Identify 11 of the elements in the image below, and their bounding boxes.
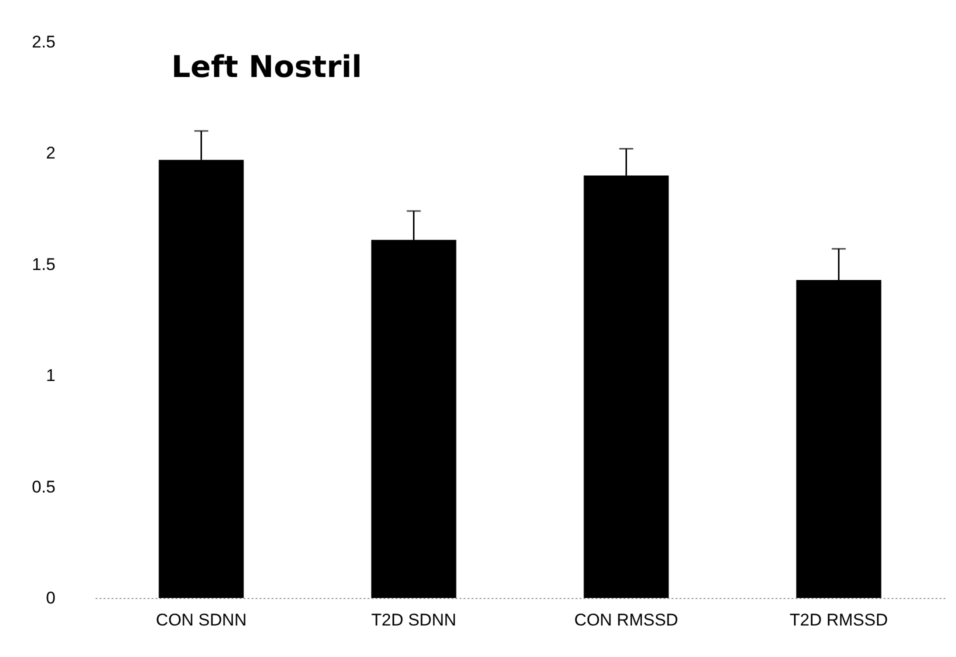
x-tick-label: CON RMSSD — [574, 610, 678, 630]
chart-title: Left Nostril — [171, 50, 362, 85]
y-tick-label: 1 — [46, 366, 56, 386]
y-tick-label: 1.5 — [32, 254, 56, 274]
y-tick-label: 2.5 — [32, 32, 56, 52]
x-tick-label: T2D SDNN — [371, 610, 456, 630]
y-tick-label: 0.5 — [32, 477, 56, 496]
y-tick-label: 0 — [46, 588, 56, 608]
x-tick-label: T2D RMSSD — [790, 610, 888, 630]
y-tick-label: 2 — [46, 144, 56, 163]
x-tick-label: CON SDNN — [156, 610, 247, 630]
